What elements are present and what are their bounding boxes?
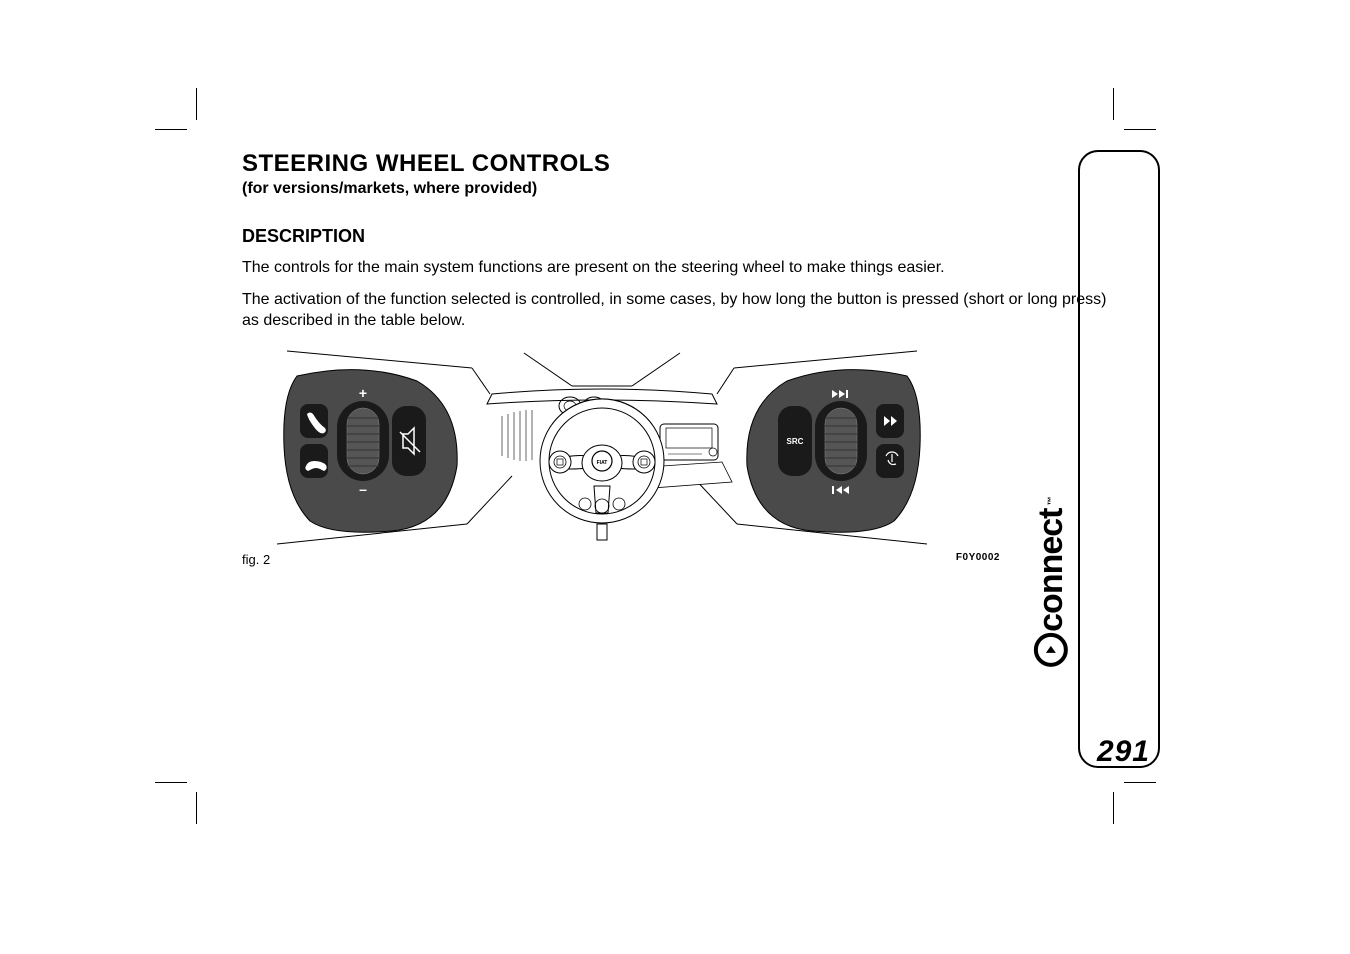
- crop-mark: [1124, 782, 1156, 783]
- crop-mark: [1124, 129, 1156, 130]
- uconnect-icon: [1034, 633, 1068, 667]
- page-content: STEERING WHEEL CONTROLS (for versions/ma…: [242, 150, 1112, 567]
- description-p1: The controls for the main system functio…: [242, 257, 1112, 279]
- left-control-pod: + –: [284, 369, 457, 532]
- src-label: SRC: [787, 437, 804, 446]
- side-tab: [1078, 150, 1160, 768]
- figure: + –: [242, 346, 962, 546]
- description-heading: DESCRIPTION: [242, 226, 1112, 247]
- crop-mark: [196, 88, 197, 120]
- crop-mark: [1113, 88, 1114, 120]
- figure-caption: fig. 2: [242, 552, 270, 567]
- side-brand-label: connect ™: [1028, 498, 1071, 667]
- steering-wheel-diagram: + –: [242, 346, 962, 546]
- figure-caption-row: fig. 2 F0Y0002: [242, 552, 1000, 567]
- page-title: STEERING WHEEL CONTROLS: [242, 150, 1112, 178]
- trademark-symbol: ™: [1046, 498, 1056, 506]
- crop-mark: [155, 782, 187, 783]
- logo: FIAT: [597, 460, 608, 466]
- crop-mark: [155, 129, 187, 130]
- crop-mark: [1113, 792, 1114, 824]
- crop-mark: [196, 792, 197, 824]
- page-number: 291: [1097, 735, 1150, 769]
- side-brand-text: connect: [1031, 509, 1070, 632]
- plus-icon: +: [359, 385, 367, 401]
- minus-icon: –: [359, 481, 367, 497]
- center-dashboard: FIAT: [487, 389, 732, 540]
- description-p2: The activation of the function selected …: [242, 289, 1112, 332]
- figure-code: F0Y0002: [956, 552, 1000, 567]
- page-subtitle: (for versions/markets, where provided): [242, 180, 1112, 198]
- right-control-pod: SRC: [747, 369, 920, 532]
